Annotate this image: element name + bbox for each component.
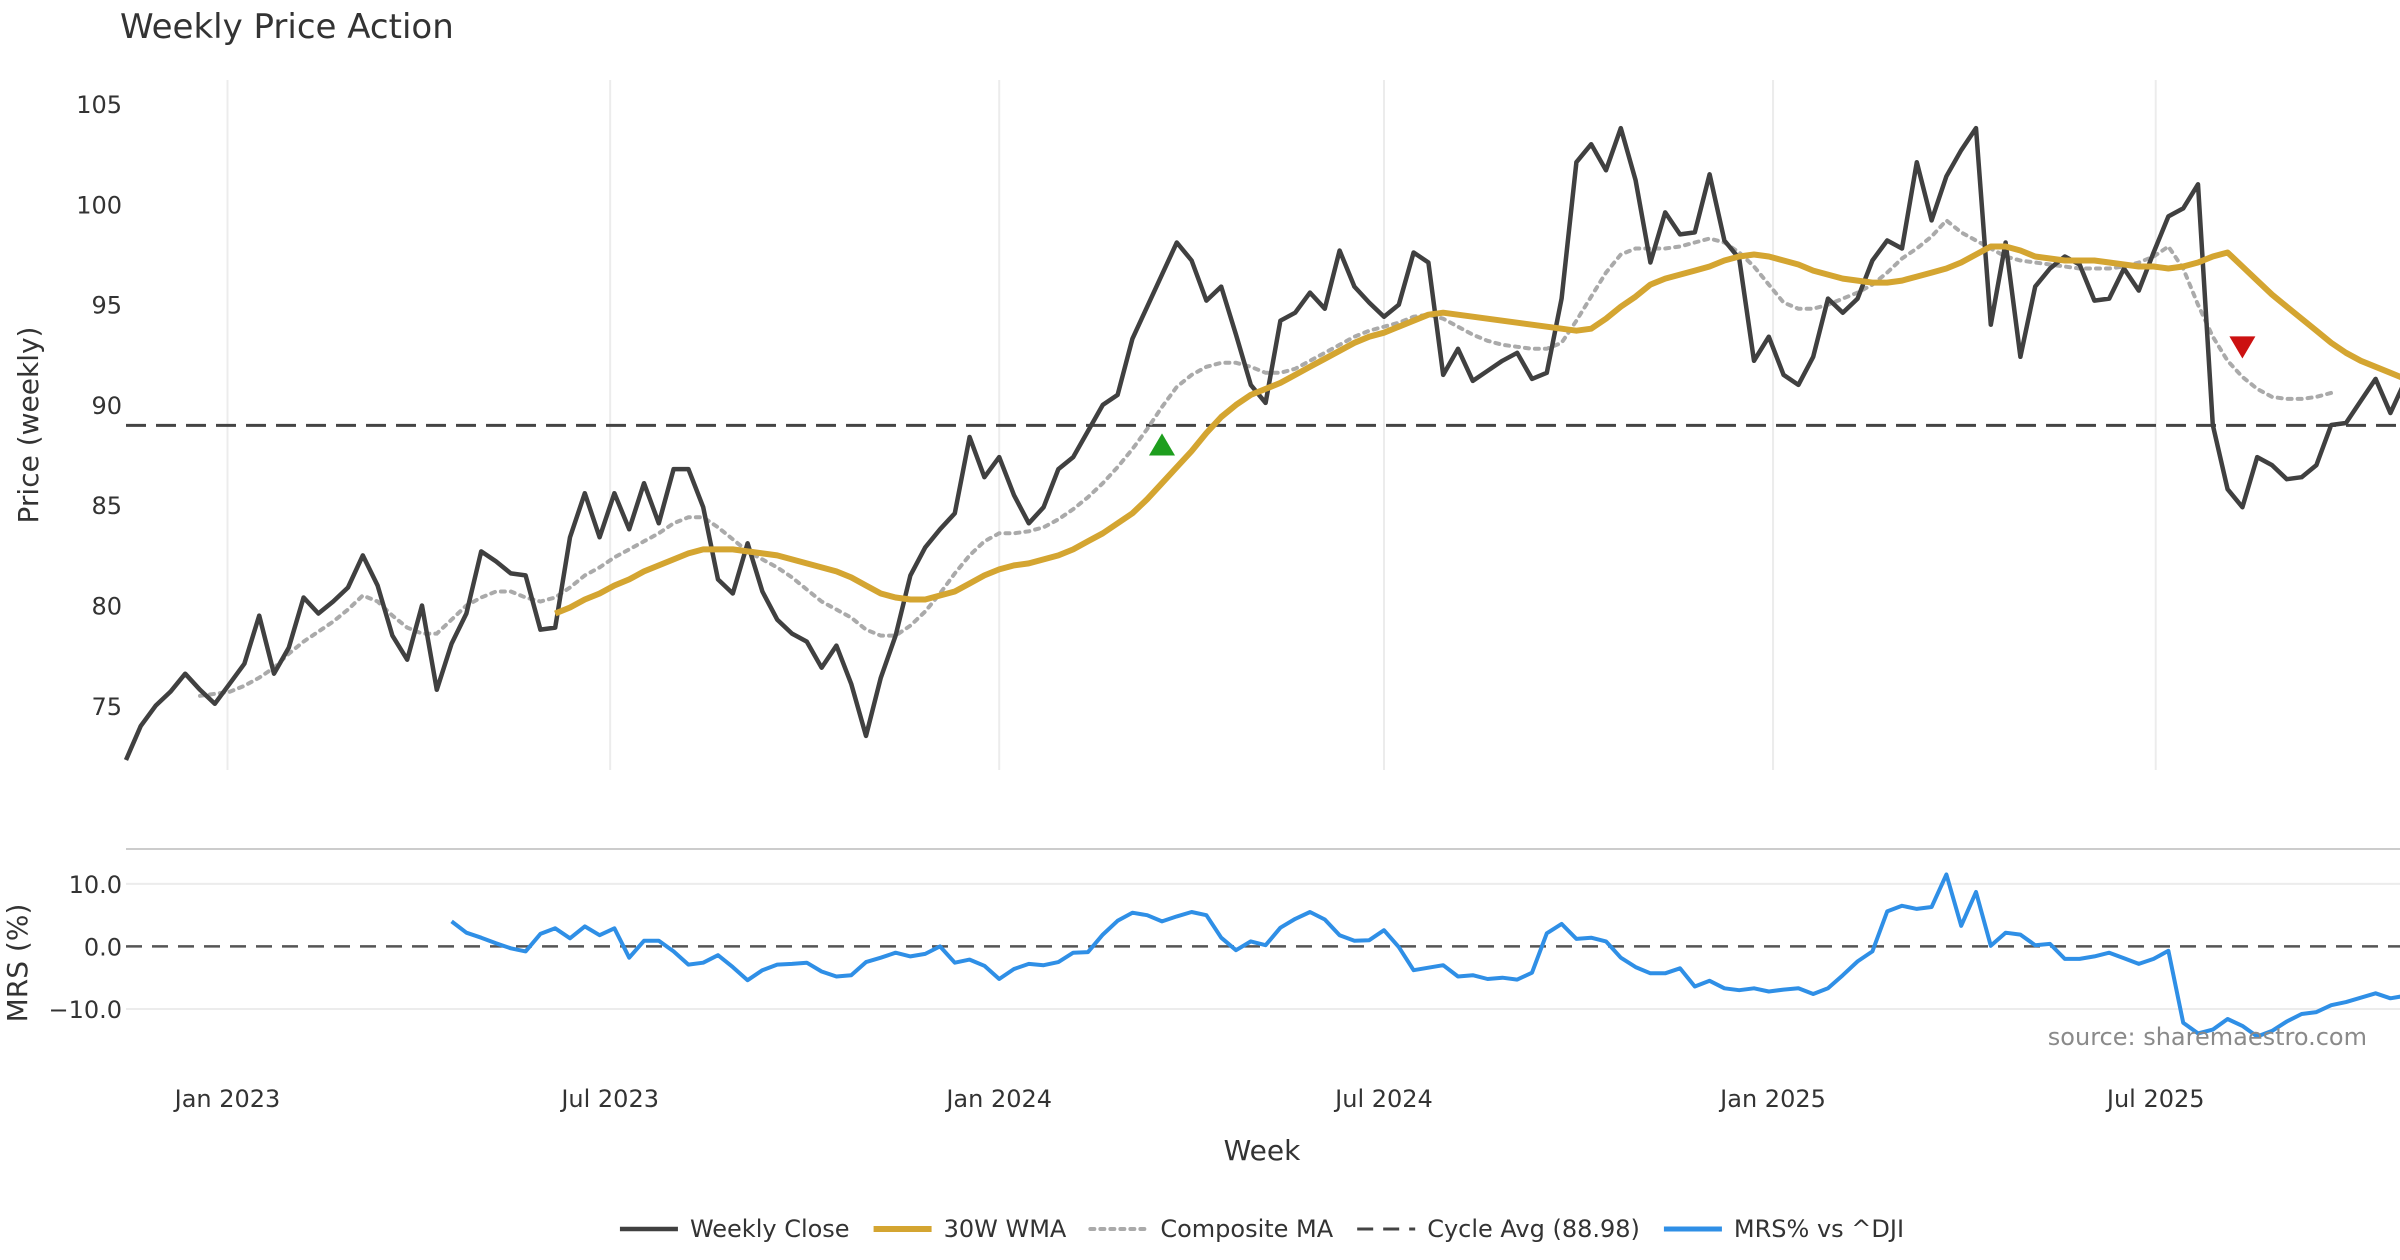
mrs-panel: −10.0 0.0 10.0 MRS (%) source: sharemaestr… (1, 871, 2400, 1051)
price-y-tick-label: 80 (91, 593, 122, 621)
legend-label-mrs: MRS% vs ^DJI (1734, 1215, 1904, 1243)
legend-label-close: Weekly Close (690, 1215, 850, 1243)
price-y-tick-label: 75 (91, 693, 122, 721)
source-note: source: sharemaestro.com (2048, 1023, 2367, 1051)
x-tick-label: Jul 2023 (559, 1085, 659, 1113)
price-y-axis-label: Price (weekly) (12, 327, 45, 524)
x-tick-label: Jan 2025 (1718, 1085, 1826, 1113)
weekly-close-line (123, 125, 2400, 761)
x-tick-label: Jul 2024 (1333, 1085, 1433, 1113)
price-y-tick-label: 90 (91, 392, 122, 420)
x-ticks: Jan 2023 Jul 2023 Jan 2024 Jul 2024 Jan 2025… (173, 1085, 2205, 1113)
x-tick-label: Jul 2025 (2105, 1085, 2205, 1113)
x-axis-label: Week (1224, 1134, 1301, 1167)
mrs-line (450, 872, 2400, 1039)
legend-label-composite: Composite MA (1160, 1215, 1333, 1243)
price-y-tick-label: 85 (91, 492, 122, 520)
mrs-y-tick-label: 0.0 (84, 933, 122, 961)
legend: Weekly Close 30W WMA Composite MA Cycle Avg… (619, 1215, 1904, 1243)
mrs-y-axis-label: MRS (%) (1, 904, 34, 1023)
buy-signal-marker (1149, 433, 1175, 456)
mrs-y-ticks: −10.0 0.0 10.0 (48, 871, 122, 1024)
mrs-y-tick-label: −10.0 (48, 996, 122, 1024)
mrs-y-tick-label: 10.0 (69, 871, 122, 899)
price-panel: 75 80 85 90 95 100 105 Price (weekly) (12, 91, 2400, 761)
sell-signal-marker (2229, 336, 2256, 359)
composite-ma-line (198, 217, 2334, 698)
grid-lines (126, 80, 2400, 1010)
price-y-tick-label: 105 (76, 91, 122, 119)
x-tick-label: Jan 2023 (173, 1085, 281, 1113)
price-y-tick-label: 100 (76, 191, 122, 219)
wma-30w-line (554, 243, 2400, 617)
x-tick-label: Jan 2024 (944, 1085, 1052, 1113)
legend-label-wma: 30W WMA (944, 1215, 1067, 1243)
legend-label-cycle: Cycle Avg (88.98) (1427, 1215, 1640, 1243)
price-y-ticks: 75 80 85 90 95 100 105 (76, 91, 122, 721)
chart-title: Weekly Price Action (120, 7, 454, 47)
price-y-tick-label: 95 (91, 292, 122, 320)
